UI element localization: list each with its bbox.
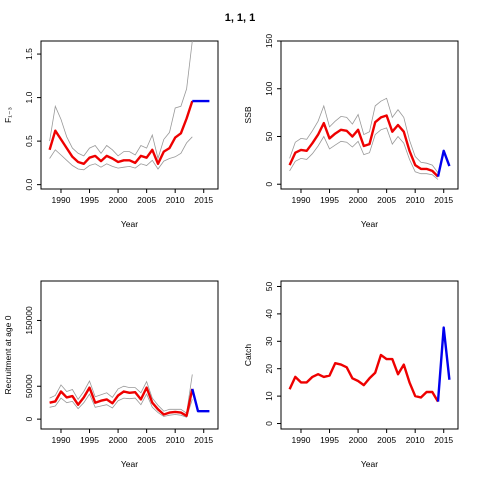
x-tick-label: 2005 [377,435,396,445]
x-tick-label: 2000 [109,435,128,445]
y-axis-label: Catch [243,344,253,366]
median-line [48,100,194,165]
x-tick-label: 2015 [194,195,213,205]
x-tick-label: 2015 [434,195,453,205]
y-tick-label: 10 [264,391,274,401]
median-line [288,353,440,403]
x-axis-label: Year [361,459,378,469]
x-tick-label: 2010 [406,195,425,205]
y-tick-label: 1.5 [24,48,34,60]
x-tick-label: 2010 [166,435,185,445]
x-tick-label: 2010 [406,435,425,445]
y-tick-label: 100 [264,81,274,95]
x-tick-label: 1990 [292,195,311,205]
x-tick-label: 1995 [320,435,339,445]
x-tick-label: 2005 [137,195,156,205]
lower-bound-line [49,136,193,171]
y-tick-label: 50 [264,131,274,141]
y-tick-label: 1.0 [24,91,34,103]
y-tick-label: 150000 [24,306,34,335]
x-tick-label: 1995 [80,195,99,205]
plot-frame [40,40,219,190]
chart-panel-2: 1990 1995 2000 2005 2010 2015 0 50 100 150 Year SSB [243,34,459,229]
figure-title: 1, 1, 1 [225,12,256,24]
y-axis-label: SSB [243,106,253,123]
x-tick-label: 1990 [52,195,71,205]
upper-bound-line [289,97,439,174]
y-tick-label: 50000 [24,374,34,398]
y-tick-label: 0 [24,417,34,422]
plot-frame [40,280,219,430]
x-tick-label: 2005 [377,195,396,205]
x-tick-label: 2000 [349,435,368,445]
y-axis-label: F₁₋₃ [3,107,13,123]
x-tick-label: 2010 [166,195,185,205]
lower-bound-line [289,127,439,180]
y-tick-label: 0.0 [24,178,34,190]
x-tick-label: 2005 [137,435,156,445]
x-tick-label: 1995 [320,195,339,205]
x-tick-label: 2015 [434,435,453,445]
chart-panel-4: 1990 1995 2000 2005 2010 2015 0 10 20 30 40 50 Year C… [243,280,459,469]
forecast-line [436,326,451,402]
y-axis-label: Recruitment at age 0 [3,315,13,394]
y-tick-label: 0 [264,182,274,187]
plot-frame [280,40,459,190]
upper-bound-line [49,374,193,414]
upper-bound-line [49,40,193,161]
plot-frame [280,280,459,430]
x-axis-label: Year [121,219,138,229]
x-tick-label: 1995 [80,435,99,445]
y-tick-label: 30 [264,336,274,346]
median-line [288,114,439,178]
x-axis-label: Year [361,219,378,229]
x-axis-label: Year [121,459,138,469]
chart-panel-3: 1990 1995 2000 2005 2010 2015 0 50000 150000 Year… [3,280,219,469]
chart-panel-1: 1990 1995 2000 2005 2010 2015 0.0 0.5 1.0 1.5 Year… [3,40,219,229]
y-tick-label: 0 [264,421,274,426]
y-tick-label: 150 [264,34,274,48]
y-tick-label: 0.5 [24,135,34,147]
y-tick-label: 20 [264,364,274,374]
y-tick-label: 50 [264,281,274,291]
lower-bound-line [49,393,193,418]
forecast-line [436,149,451,177]
x-tick-label: 1990 [292,435,311,445]
forecast-line [191,388,210,413]
x-tick-label: 2015 [194,435,213,445]
x-tick-label: 2000 [109,195,128,205]
x-tick-label: 2000 [349,195,368,205]
x-tick-label: 1990 [52,435,71,445]
y-tick-label: 40 [264,309,274,319]
median-line [49,386,194,417]
